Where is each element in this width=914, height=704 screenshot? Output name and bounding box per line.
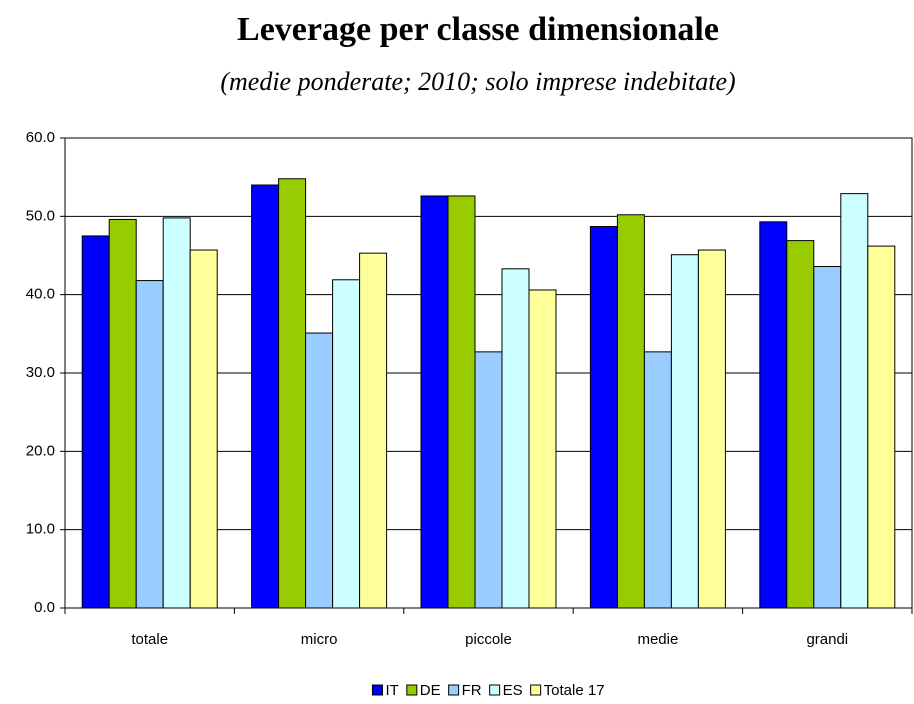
y-tick-label: 50.0: [26, 207, 55, 224]
bar: [305, 332, 334, 609]
legend-label: IT: [385, 682, 398, 699]
bar: [786, 240, 815, 609]
x-tick-label: totale: [131, 631, 168, 648]
y-tick-label: 0.0: [34, 599, 55, 616]
legend: IT DE FR ES Totale 17: [371, 682, 605, 699]
bar: [813, 265, 842, 609]
x-tick-label: medie: [637, 631, 678, 648]
y-tick-label: 40.0: [26, 286, 55, 303]
bar: [840, 193, 869, 609]
bar: [162, 217, 191, 609]
bar: [697, 249, 726, 609]
bar: [278, 178, 307, 609]
bar: [501, 268, 530, 609]
bar: [643, 351, 672, 609]
bar: [81, 235, 110, 609]
bar: [332, 279, 361, 609]
bar: [759, 221, 788, 609]
x-tick-label: piccole: [465, 631, 512, 648]
chart-subtitle: (medie ponderate; 2010; solo imprese ind…: [220, 67, 735, 96]
bar: [867, 245, 896, 609]
bar: [474, 351, 503, 609]
bar: [251, 184, 280, 609]
bar: [135, 280, 164, 609]
bar: [528, 289, 557, 609]
legend-label: Totale 17: [544, 682, 605, 699]
legend-swatch: [530, 684, 542, 696]
bar: [420, 195, 449, 609]
x-tick-label: micro: [301, 631, 338, 648]
legend-label: FR: [462, 682, 482, 699]
bar: [670, 254, 699, 609]
bar: [589, 226, 618, 609]
bar: [189, 249, 218, 609]
bar: [359, 252, 388, 609]
y-tick-label: 20.0: [26, 442, 55, 459]
bar: [616, 214, 645, 609]
legend-label: DE: [420, 682, 441, 699]
legend-swatch: [448, 684, 460, 696]
legend-label: ES: [503, 682, 523, 699]
legend-swatch: [406, 684, 418, 696]
y-tick-label: 10.0: [26, 521, 55, 538]
legend-swatch: [489, 684, 501, 696]
bar: [447, 195, 476, 609]
chart-title: Leverage per classe dimensionale: [237, 11, 719, 48]
x-tick-label: grandi: [806, 631, 848, 648]
bar: [108, 218, 137, 609]
y-tick-label: 30.0: [26, 364, 55, 381]
legend-swatch: [371, 684, 383, 696]
y-tick-label: 60.0: [26, 129, 55, 146]
